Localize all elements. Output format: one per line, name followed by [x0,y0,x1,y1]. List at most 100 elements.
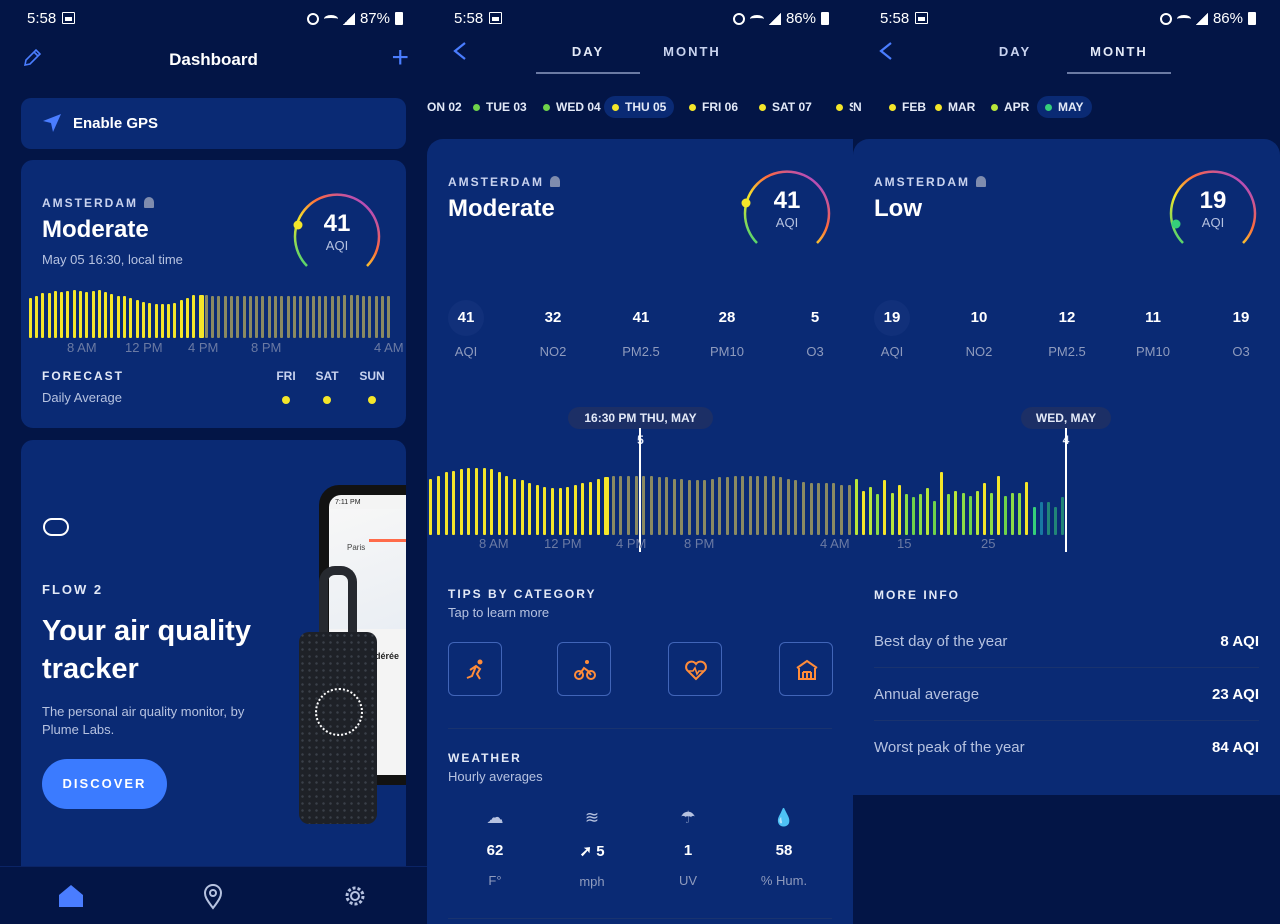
metric-no2[interactable]: 10 NO2 [949,300,1009,359]
bell-icon[interactable] [144,197,154,208]
aqi-bar [658,477,661,535]
health-category-button[interactable] [668,642,722,696]
city-name: AMSTERDAM [874,175,986,189]
alarm-icon [306,12,319,25]
home-icon[interactable] [56,881,86,911]
aqi-level: Moderate [448,195,555,222]
enable-gps-button[interactable]: Enable GPS [21,98,406,149]
aqi-bar [976,491,979,535]
metric-pm10[interactable]: 28 PM10 [697,300,757,359]
aqi-unit: AQI [1201,215,1225,230]
aqi-bar [460,469,463,535]
metric-pm10[interactable]: 11 PM10 [1123,300,1183,359]
tab-day[interactable]: DAY [571,44,605,59]
metric-pm25[interactable]: 12 PM2.5 [1037,300,1097,359]
forecast-dot [323,396,331,404]
date-chip[interactable]: MAY [1037,96,1092,118]
aqi-bar [110,294,113,338]
hourly-aqi-chart[interactable] [427,460,853,535]
metric-no2[interactable]: 32 NO2 [523,300,583,359]
weather-uv: ☂ 1 UV [653,808,723,888]
tab-month[interactable]: MONTH [663,44,721,59]
aqi-bar [337,296,340,338]
aqi-bar [387,296,390,338]
city-name: AMSTERDAM [42,196,183,210]
metric-aqi[interactable]: 19 AQI [862,300,922,359]
bottom-tab-bar [0,866,427,924]
bell-icon[interactable] [976,176,986,187]
phone-city: Paris [347,543,366,552]
aqi-bar [983,483,986,535]
chart-cursor[interactable] [1065,428,1067,552]
aqi-gauge-ring [741,170,831,244]
metric-value: 19 [874,300,910,336]
weather-wind: ≋ ➚ 5 mph [557,808,627,889]
daily-aqi-chart[interactable] [853,460,1280,535]
aqi-bar [521,480,524,535]
chart-cursor[interactable] [639,428,641,552]
date-chip[interactable]: FEB [881,96,934,118]
axis-tick-label: 4 AM [820,536,850,551]
aqi-bar [741,476,744,535]
aqi-value: 19 [1199,187,1227,214]
aqi-bar [566,487,569,535]
battery-percent: 86% [785,10,816,27]
aqi-bar [155,304,158,338]
bell-icon[interactable] [550,176,560,187]
flow2-promo-card[interactable]: FLOW 2 Your air quality tracker The pers… [21,440,406,870]
aqi-bar [756,476,759,535]
aqi-bar [513,479,516,535]
tab-month[interactable]: MONTH [1090,44,1148,59]
aqi-bar [445,472,448,535]
date-chip[interactable]: SAT 07 [751,96,820,118]
aqi-bar [41,293,44,338]
aqi-bar [255,296,258,338]
forecast-title: FORECAST [42,369,124,383]
date-chip[interactable]: ON 02 [427,100,462,114]
sport-category-button[interactable] [448,642,502,696]
navigation-arrow-icon [43,114,61,132]
edit-pencil-icon[interactable] [22,48,42,68]
date-chip[interactable]: WED 04 [535,96,609,118]
back-arrow-icon[interactable] [878,42,894,60]
add-location-icon[interactable]: + [391,41,409,74]
date-chip[interactable]: FRI 06 [681,96,746,118]
axis-tick-label: 8 AM [479,536,509,551]
metric-aqi[interactable]: 41 AQI [436,300,496,359]
aqi-bar [224,296,227,338]
tab-day[interactable]: DAY [998,44,1032,59]
wifi-icon [323,14,338,23]
location-icon[interactable] [198,881,228,911]
discover-button[interactable]: DISCOVER [42,759,167,809]
metric-o3[interactable]: 5 O3 [785,300,845,359]
axis-tick-label: 25 [981,536,996,551]
back-arrow-icon[interactable] [452,42,468,60]
city-aqi-card[interactable]: AMSTERDAM Moderate May 05 16:30, local t… [21,160,406,428]
aqi-bar [117,296,120,338]
axis-tick-label: 4 PM [188,340,219,355]
date-chip[interactable]: SUN [828,96,853,118]
aqi-bar [779,477,782,535]
aqi-bar [1011,493,1014,535]
date-chip[interactable]: THU 05 [604,96,675,118]
cycling-category-button[interactable] [557,642,611,696]
settings-icon[interactable] [340,881,370,911]
aqi-bar [1040,502,1043,535]
phone-time: 7:11 PM [335,499,361,506]
cloud-icon [43,518,69,536]
hourly-aqi-chart[interactable] [27,288,392,338]
date-chip[interactable]: MAR [927,96,983,118]
date-chip[interactable]: TUE 03 [465,96,535,118]
day-view-screen: 5:58 86% DAY MONTH ON 02 TUE 03 WED 04 THU … [427,0,853,924]
date-chip[interactable]: N [853,100,862,114]
aqi-bar [230,296,233,338]
status-time: 5:58 [27,10,57,27]
aqi-bar [711,479,714,535]
forecast-dot [368,396,376,404]
metric-o3[interactable]: 19 O3 [1211,300,1271,359]
indoor-category-button[interactable] [779,642,833,696]
forecast-day: SUN [359,369,385,383]
aqi-bar [869,487,872,535]
date-chip[interactable]: APR [983,96,1037,118]
metric-pm25[interactable]: 41 PM2.5 [611,300,671,359]
